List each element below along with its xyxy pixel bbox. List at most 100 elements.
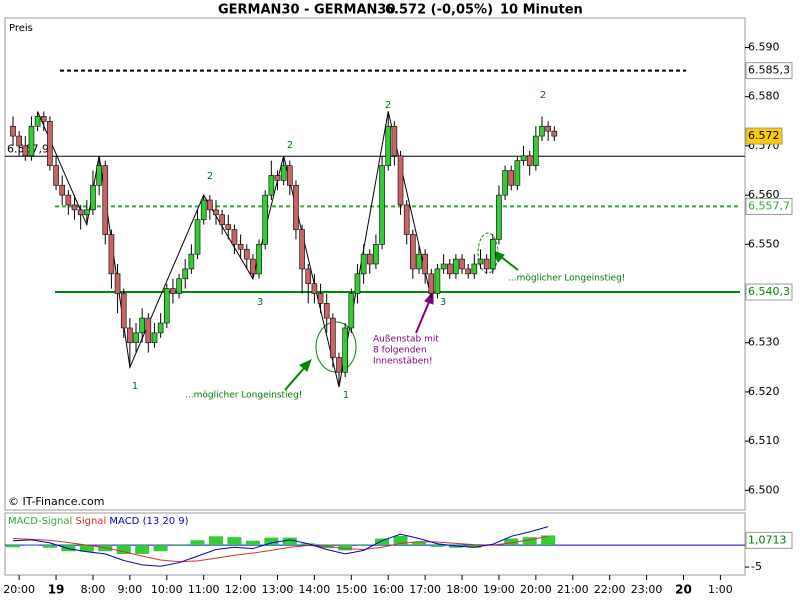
candle-body	[10, 125, 16, 137]
histogram-bar	[467, 545, 482, 548]
candle-body	[77, 209, 84, 216]
y-tick-label: 6.560	[748, 188, 780, 201]
candle-body	[459, 258, 465, 270]
candle-body	[336, 357, 342, 373]
candle-body	[53, 165, 59, 186]
candle-body	[250, 258, 256, 275]
last-price-label: 6.572	[748, 129, 780, 142]
y-tick-label: 6.510	[748, 434, 780, 447]
x-tick-label: 14:00	[299, 583, 331, 596]
candle-body	[170, 288, 176, 294]
annotation: 8 folgenden	[373, 346, 427, 356]
histogram-bar	[375, 538, 390, 546]
histogram-bar	[356, 545, 371, 546]
x-tick-label: 12:00	[225, 583, 257, 596]
histogram-bar	[411, 542, 426, 546]
candle-body	[237, 244, 244, 250]
candle-body	[40, 116, 47, 122]
candle-body	[465, 268, 471, 275]
candle-body	[379, 165, 385, 245]
x-tick-label: 9:00	[118, 583, 143, 596]
annotation: ...möglicher Longeinstieg!	[185, 391, 302, 401]
wave-label: 3	[440, 297, 446, 308]
candle-body	[533, 135, 539, 166]
candle-body	[293, 184, 299, 230]
copyright: © IT-Finance.com	[8, 495, 105, 508]
candle-body	[410, 234, 416, 270]
candle-body	[188, 253, 195, 270]
histogram-bar	[245, 540, 260, 546]
x-tick-label: 15:00	[335, 583, 367, 596]
histogram-bar	[264, 537, 279, 546]
candle-body	[145, 317, 152, 344]
candle-body	[311, 283, 318, 294]
candle-body	[22, 145, 29, 157]
candle-body	[200, 199, 207, 221]
macd-panel	[4, 512, 746, 576]
candle-body	[114, 273, 121, 294]
level-label-box	[745, 197, 793, 215]
histogram-bar	[42, 545, 57, 548]
candle-body	[262, 194, 268, 245]
candle-body	[108, 234, 115, 275]
y-label: Preis	[9, 23, 33, 34]
candle-body	[299, 229, 305, 270]
candle-body	[176, 278, 182, 294]
histogram-bar	[430, 545, 445, 547]
legend-entry: MACD	[109, 516, 139, 527]
legend-entry: Signal	[76, 516, 107, 527]
candle-body	[65, 194, 72, 206]
histogram-bar	[393, 535, 408, 546]
last-value-label: 1,0713	[748, 533, 787, 546]
histogram-bar	[172, 545, 187, 546]
x-tick-label: 10:00	[151, 583, 183, 596]
candle-body	[157, 322, 164, 334]
candle-body	[268, 175, 275, 196]
histogram-bar	[282, 537, 297, 546]
x-tick-label: 16:00	[372, 583, 404, 596]
annotation: Innenstäben!	[373, 357, 433, 367]
candle-body	[47, 121, 53, 166]
candle-body	[397, 155, 404, 206]
candle-body	[526, 155, 533, 166]
candle-body	[127, 327, 133, 344]
candle-body	[84, 209, 90, 216]
histogram-bar	[5, 545, 20, 548]
x-tick-label: 19	[48, 583, 65, 597]
candle-body	[96, 165, 102, 186]
candle-body	[305, 268, 312, 284]
arrow	[284, 359, 312, 391]
histogram-bar	[504, 538, 519, 546]
candle-body	[354, 273, 361, 294]
candle-body	[428, 273, 435, 294]
candle-body	[133, 332, 139, 344]
candle-body	[163, 288, 170, 324]
candle-body	[471, 263, 478, 275]
candle-body	[434, 268, 441, 294]
macd-line	[12, 526, 549, 567]
candle-body	[207, 199, 213, 211]
candle-body	[28, 125, 35, 157]
candle-body	[391, 125, 398, 157]
candle-body	[90, 184, 96, 211]
y-tick-label: 6.580	[748, 90, 780, 103]
x-tick-label: 20:00	[520, 583, 552, 596]
candle-body	[360, 253, 367, 275]
x-tick-label: 1:00	[708, 583, 733, 596]
x-tick-label: 21:00	[557, 583, 589, 596]
candle-body	[366, 253, 373, 265]
y-tick-label: -5	[751, 560, 762, 573]
candle-body	[440, 263, 447, 270]
candle-body	[34, 116, 41, 127]
candle-body	[489, 239, 496, 270]
annotation: Außenstab mit	[373, 335, 439, 345]
x-tick-label: 18:00	[446, 583, 478, 596]
interval: 10 Minuten	[500, 3, 583, 18]
level-label: 6.557,7	[748, 199, 790, 212]
candle-body	[102, 165, 109, 235]
candle-body	[280, 165, 287, 181]
annotation: ...möglicher Longeinstieg!	[508, 274, 625, 284]
wave-label: 2	[385, 100, 391, 111]
candle-body	[508, 170, 515, 186]
wave-label: 2	[540, 90, 546, 101]
